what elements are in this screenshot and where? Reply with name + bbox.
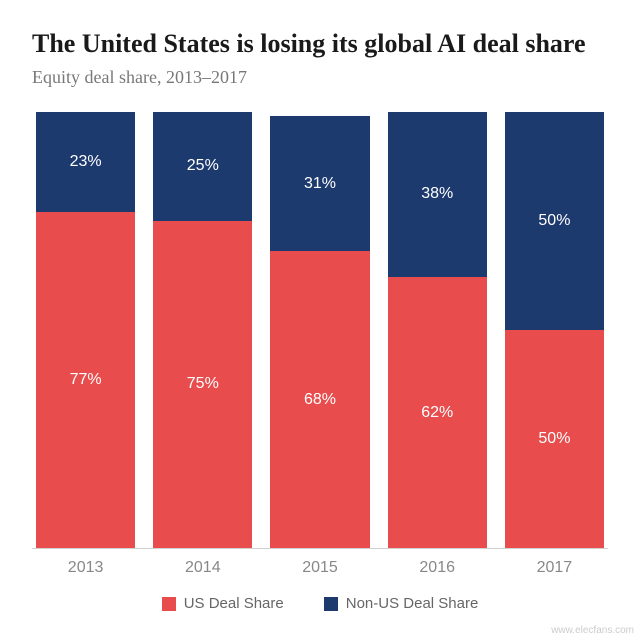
x-label-2013: 2013: [36, 559, 135, 577]
bar-2013: 23%77%: [36, 112, 135, 549]
segment-non-us-2013: 23%: [36, 112, 135, 212]
x-axis-labels: 2013 2014 2015 2016 2017: [32, 549, 608, 577]
legend-label: US Deal Share: [184, 595, 284, 612]
segment-us-2014: 75%: [153, 221, 252, 548]
segment-us-2016: 62%: [388, 277, 487, 548]
x-label-2016: 2016: [388, 559, 487, 577]
watermark: www.elecfans.com: [551, 625, 634, 636]
segment-us-2013: 77%: [36, 212, 135, 548]
legend: US Deal Share Non-US Deal Share: [32, 577, 608, 620]
legend-label: Non-US Deal Share: [346, 595, 479, 612]
segment-non-us-2015: 31%: [270, 116, 369, 251]
legend-item-0: US Deal Share: [162, 595, 284, 612]
segment-us-2015: 68%: [270, 251, 369, 548]
bar-2015: 31%68%: [270, 112, 369, 549]
bar-2017: 50%50%: [505, 112, 604, 549]
segment-non-us-2016: 38%: [388, 112, 487, 278]
segment-non-us-2014: 25%: [153, 112, 252, 221]
segment-non-us-2017: 50%: [505, 112, 604, 330]
x-label-2015: 2015: [270, 559, 369, 577]
chart-container: The United States is losing its global A…: [0, 0, 640, 640]
x-label-2017: 2017: [505, 559, 604, 577]
x-label-2014: 2014: [153, 559, 252, 577]
bar-2014: 25%75%: [153, 112, 252, 549]
legend-item-1: Non-US Deal Share: [324, 595, 479, 612]
bar-2016: 38%62%: [388, 112, 487, 549]
chart-plot-area: 23%77%25%75%31%68%38%62%50%50%: [32, 112, 608, 550]
segment-us-2017: 50%: [505, 330, 604, 548]
legend-swatch-icon: [162, 597, 176, 611]
chart-subtitle: Equity deal share, 2013–2017: [32, 67, 608, 88]
chart-title: The United States is losing its global A…: [32, 28, 608, 61]
legend-swatch-icon: [324, 597, 338, 611]
